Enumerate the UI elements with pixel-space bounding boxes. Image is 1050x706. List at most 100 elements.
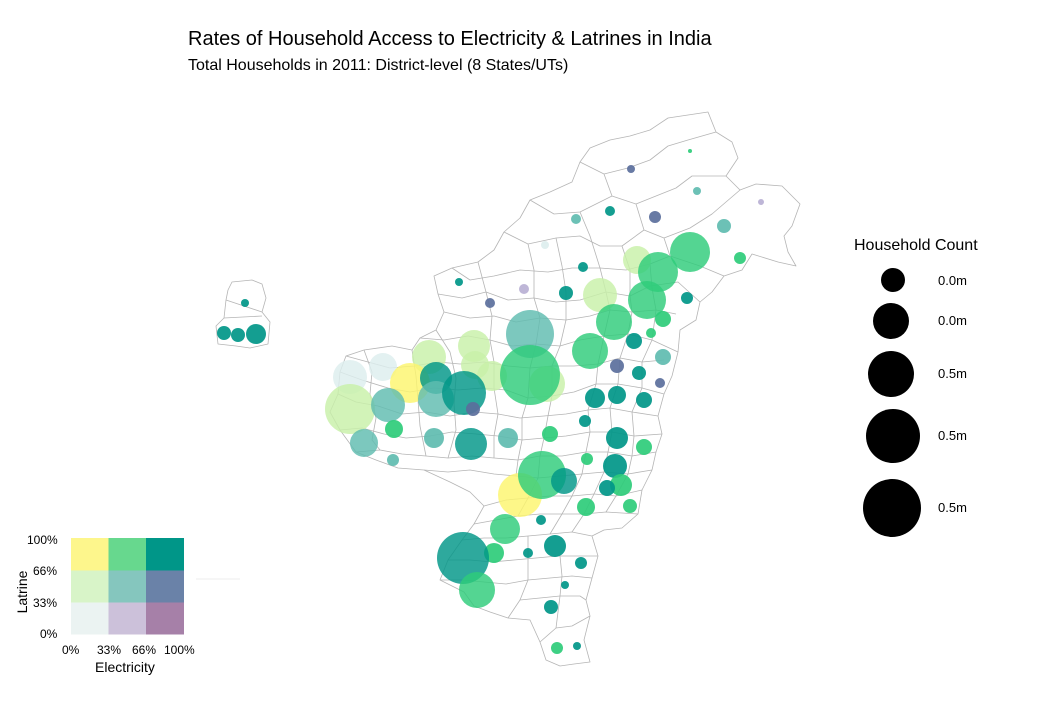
color-legend-cell <box>108 602 147 635</box>
district-bubble <box>369 353 397 381</box>
color-legend-cell <box>108 538 147 571</box>
district-bubble <box>688 149 692 153</box>
district-bubble <box>670 232 710 272</box>
district-bubble <box>477 361 507 391</box>
district-bubble <box>542 426 558 442</box>
district-bubble <box>655 349 671 365</box>
color-legend-cell <box>108 570 147 603</box>
district-bubble <box>485 298 495 308</box>
district-bubble <box>734 252 746 264</box>
district-bubble <box>523 548 533 558</box>
electricity-tick-100: 100% <box>164 643 195 657</box>
chart-title: Rates of Household Access to Electricity… <box>188 28 712 50</box>
color-legend-cell <box>146 602 184 635</box>
district-bubble <box>573 642 581 650</box>
size-legend-circle <box>881 268 905 292</box>
district-bubble <box>536 515 546 525</box>
district-bubble <box>605 206 615 216</box>
region-outline <box>329 111 801 667</box>
size-label-2: 0.0m <box>938 313 967 328</box>
district-bubble <box>655 378 665 388</box>
district-bubble <box>231 328 245 342</box>
district-bubble <box>559 286 573 300</box>
district-bubble <box>583 278 617 312</box>
district-bubble <box>519 284 529 294</box>
district-bubble <box>626 333 642 349</box>
district-bubble <box>455 278 463 286</box>
latrine-tick-33: 33% <box>33 596 58 610</box>
latrine-tick-100: 100% <box>27 533 58 547</box>
district-bubbles <box>217 149 764 654</box>
size-legend-circle <box>868 351 914 397</box>
island-outline <box>215 279 271 349</box>
district-bubble <box>241 299 249 307</box>
district-bubble <box>577 498 595 516</box>
district-bubble <box>217 326 231 340</box>
size-label-1: 0.0m <box>938 273 967 288</box>
district-bubble <box>628 281 666 319</box>
district-bubble <box>575 557 587 569</box>
electricity-tick-0: 0% <box>62 643 80 657</box>
district-bubble <box>649 211 661 223</box>
district-bubble <box>632 366 646 380</box>
district-bubble <box>387 454 399 466</box>
district-bubble <box>717 219 731 233</box>
district-bubble <box>551 642 563 654</box>
district-bubble <box>596 304 632 340</box>
district-bubble <box>459 572 495 608</box>
district-bubble <box>350 429 378 457</box>
district-bubble <box>636 439 652 455</box>
district-bubble <box>498 428 518 448</box>
district-bubble <box>623 499 637 513</box>
district-bubble <box>424 428 444 448</box>
district-bubble <box>385 420 403 438</box>
size-legend-title: Household Count <box>854 237 978 254</box>
district-bubble <box>627 165 635 173</box>
district-bubble <box>599 480 615 496</box>
district-bubble <box>655 311 671 327</box>
size-label-5: 0.5m <box>938 500 967 515</box>
district-bubble <box>585 388 605 408</box>
district-bubble <box>544 600 558 614</box>
size-legend-circle <box>863 479 921 537</box>
district-bubble <box>636 392 652 408</box>
district-bubble <box>579 415 591 427</box>
district-bubble <box>758 199 764 205</box>
district-bubble <box>561 581 569 589</box>
bivariate-color-legend <box>71 538 184 635</box>
district-bubble <box>490 514 520 544</box>
district-bubble <box>610 474 632 496</box>
latrine-tick-66: 66% <box>33 564 58 578</box>
district-bubble <box>681 292 693 304</box>
size-label-4: 0.5m <box>938 428 967 443</box>
latrine-tick-0: 0% <box>40 627 58 641</box>
color-legend-cell <box>71 538 109 571</box>
electricity-tick-33: 33% <box>97 643 122 657</box>
district-bubble <box>610 359 624 373</box>
district-bubble <box>541 241 549 249</box>
electricity-axis-label: Electricity <box>95 659 155 675</box>
district-bubble <box>551 468 577 494</box>
district-bubble <box>581 453 593 465</box>
district-bubble <box>693 187 701 195</box>
size-label-3: 0.5m <box>938 366 967 381</box>
size-legend-circle <box>866 409 920 463</box>
district-bubble <box>371 388 405 422</box>
chart-subtitle: Total Households in 2011: District-level… <box>188 57 569 74</box>
district-bubble <box>437 532 489 584</box>
latrine-axis-label: Latrine <box>14 570 30 614</box>
district-bubble <box>466 402 480 416</box>
district-bubble <box>455 428 487 460</box>
district-bubble <box>544 535 566 557</box>
district-bubble <box>608 386 626 404</box>
district-bubble <box>606 427 628 449</box>
district-bubble <box>578 262 588 272</box>
color-legend-cell <box>71 570 109 603</box>
color-legend-cell <box>146 570 184 603</box>
district-bubble <box>646 328 656 338</box>
district-bubble <box>572 333 608 369</box>
color-legend-cell <box>146 538 184 571</box>
electricity-tick-66: 66% <box>132 643 157 657</box>
district-bubble <box>325 384 375 434</box>
